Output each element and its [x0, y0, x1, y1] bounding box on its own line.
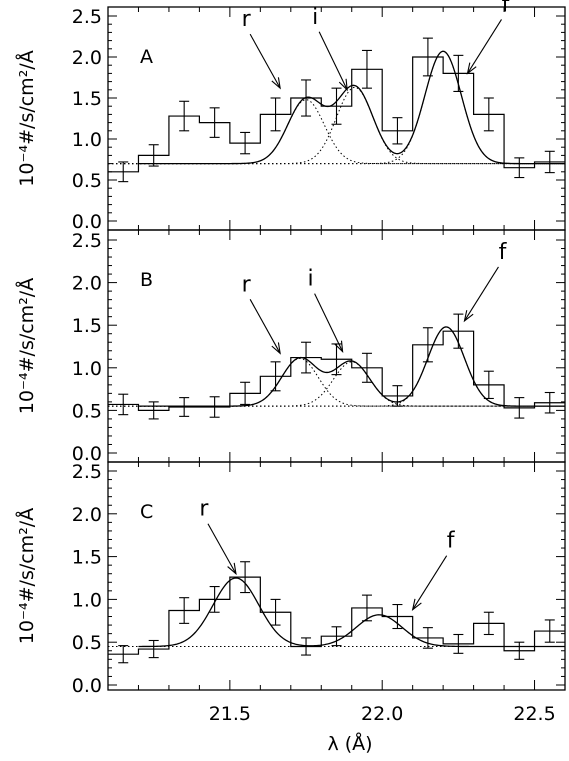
panel-b-histogram — [108, 330, 565, 411]
panel-b-model-fit — [138, 326, 565, 407]
panel-b-arrow-r — [249, 299, 281, 354]
panel-a-arrow-r — [249, 33, 281, 89]
panel-a-arrowhead-i — [338, 78, 348, 92]
panel-b-label: B — [140, 269, 153, 291]
panel-c-arrowhead-r — [227, 562, 237, 576]
panel-c-arrowhead-f — [411, 598, 422, 612]
panel-c-model-fit — [138, 577, 565, 648]
panel-b-y-tick-label: 0.5 — [72, 400, 102, 422]
panel-a-line-label-i: i — [312, 5, 318, 30]
panel-c-y-tick-label: 0.5 — [72, 632, 102, 654]
panel-c-y-tick-label: 2.5 — [72, 461, 102, 483]
panel-c-arrow-r — [207, 523, 237, 574]
panel-a-line-label-r: r — [242, 7, 252, 32]
panel-b-line-label-f: f — [499, 240, 508, 265]
panel-a-y-tick-label: 0.5 — [72, 170, 102, 192]
panel-a-y-axis-title: 10⁻⁴#/s/cm²/Å — [15, 50, 38, 186]
panel-c-y-tick-label: 0.0 — [72, 675, 102, 697]
panel-a-arrow-f — [467, 19, 502, 74]
x-axis-title: λ (Å) — [327, 732, 372, 755]
panel-b-arrow-f — [463, 266, 499, 322]
panel-a-arrow-i — [318, 31, 348, 91]
panel-c-line-label-r: r — [199, 497, 209, 522]
x-tick-label: 22.0 — [361, 703, 403, 725]
panel-b-y-axis-title: 10⁻⁴#/s/cm²/Å — [15, 278, 38, 414]
panel-b-y-tick-label: 1.0 — [72, 358, 102, 380]
panel-b-line-label-r: r — [242, 272, 252, 297]
panel-a-y-tick-label: 2.5 — [72, 6, 102, 28]
panel-c-line-label-f: f — [447, 529, 456, 554]
panel-c-frame — [107, 461, 566, 691]
panel-b-arrowhead-i — [334, 340, 344, 354]
panel-b-arrowhead-r — [271, 342, 281, 355]
panel-b-arrow-i — [314, 293, 344, 352]
panel-b-arrowhead-f — [463, 310, 474, 323]
panel-a-y-tick-label: 2.0 — [72, 47, 102, 69]
panel-c-y-tick-label: 1.5 — [72, 547, 102, 569]
panel-b-line-label-i: i — [308, 267, 314, 292]
panel-b-y-tick-label: 0.0 — [72, 443, 102, 465]
panel-c-arrow-f — [412, 555, 448, 610]
panel-b-y-tick-label: 1.5 — [72, 315, 102, 337]
panel-c-y-tick-label: 2.0 — [72, 504, 102, 526]
panel-a-line-label-f: f — [502, 0, 511, 17]
panel-a-arrowhead-f — [466, 62, 477, 75]
panel-c-y-axis-title: 10⁻⁴#/s/cm²/Å — [15, 508, 38, 644]
panel-a-arrowhead-r — [271, 77, 281, 90]
x-tick-label: 22.5 — [513, 703, 555, 725]
panel-a-label: A — [140, 46, 153, 68]
x-tick-label: 21.5 — [209, 703, 251, 725]
panel-b-y-tick-label: 2.5 — [72, 230, 102, 252]
panel-c-y-tick-label: 1.0 — [72, 589, 102, 611]
panel-a-model-fit — [138, 50, 565, 165]
panel-a-y-tick-label: 1.5 — [72, 88, 102, 110]
panel-c-label: C — [140, 501, 153, 523]
panel-b-y-tick-label: 2.0 — [72, 273, 102, 295]
panel-a-y-tick-label: 1.0 — [72, 129, 102, 151]
panel-a-y-tick-label: 0.0 — [72, 211, 102, 233]
